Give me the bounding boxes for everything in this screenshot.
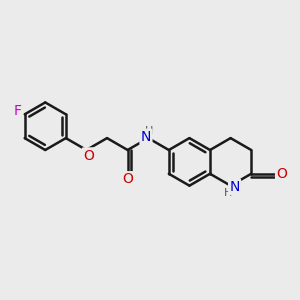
Text: H: H [145,126,154,136]
Text: H: H [224,188,232,198]
Text: N: N [230,180,240,194]
Text: F: F [14,104,22,118]
Text: N: N [141,130,151,144]
Text: O: O [83,149,94,163]
Text: O: O [122,172,133,186]
Text: O: O [276,167,287,181]
